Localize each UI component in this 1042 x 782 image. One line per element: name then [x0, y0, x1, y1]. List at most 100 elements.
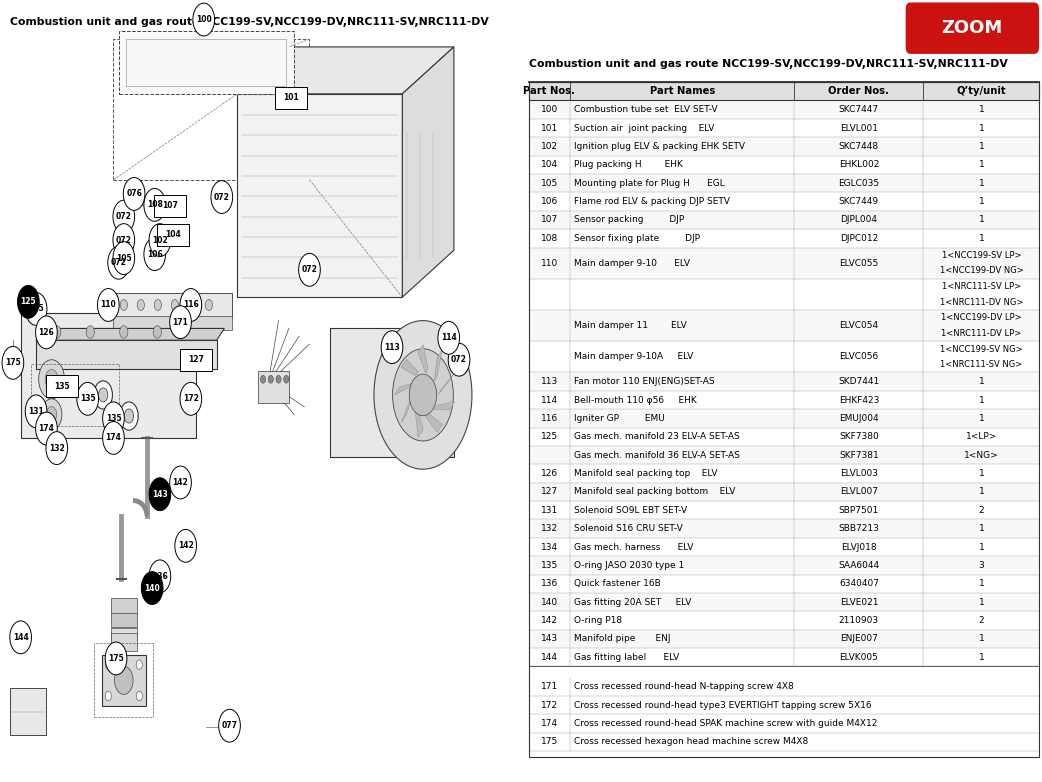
Text: 2110903: 2110903 [839, 616, 879, 625]
Circle shape [223, 721, 231, 734]
Polygon shape [238, 94, 402, 297]
Text: DJPC012: DJPC012 [840, 234, 878, 243]
Circle shape [144, 188, 166, 221]
Circle shape [120, 300, 127, 310]
FancyBboxPatch shape [528, 556, 1040, 575]
Text: 171: 171 [541, 682, 559, 691]
Text: 126: 126 [39, 328, 54, 337]
Text: Manifold seal packing top    ELV: Manifold seal packing top ELV [574, 469, 718, 478]
FancyBboxPatch shape [528, 341, 1040, 372]
Circle shape [144, 238, 166, 271]
Text: 107: 107 [163, 201, 178, 210]
Text: 110: 110 [100, 300, 117, 310]
Circle shape [438, 321, 460, 354]
FancyBboxPatch shape [528, 310, 1040, 341]
Text: 125: 125 [21, 297, 36, 307]
Text: 135: 135 [541, 561, 559, 570]
Text: 1: 1 [978, 377, 985, 386]
Polygon shape [401, 360, 418, 375]
Polygon shape [110, 598, 137, 614]
Text: 135: 135 [105, 414, 121, 423]
Circle shape [107, 246, 129, 279]
Text: 108: 108 [541, 234, 559, 243]
Text: Gas mech. manifold 36 ELV-A SET-AS: Gas mech. manifold 36 ELV-A SET-AS [574, 450, 740, 460]
Circle shape [124, 409, 133, 423]
Circle shape [299, 253, 320, 286]
Text: 172: 172 [183, 394, 199, 404]
Text: Gas mech. manifold 23 ELV-A SET-AS: Gas mech. manifold 23 ELV-A SET-AS [574, 432, 740, 441]
Polygon shape [119, 31, 294, 94]
FancyBboxPatch shape [528, 482, 1040, 501]
Text: 140: 140 [541, 597, 557, 607]
Text: 1: 1 [978, 653, 985, 662]
Polygon shape [402, 47, 454, 297]
Circle shape [171, 300, 178, 310]
Text: SKF7380: SKF7380 [839, 432, 878, 441]
Circle shape [18, 285, 40, 318]
Text: Cross recessed hexagon head machine screw M4X8: Cross recessed hexagon head machine scre… [574, 737, 809, 746]
Text: Part Nos.: Part Nos. [523, 86, 575, 96]
Text: 144: 144 [541, 653, 557, 662]
FancyBboxPatch shape [528, 519, 1040, 538]
Text: 102: 102 [152, 235, 168, 245]
FancyBboxPatch shape [528, 192, 1040, 210]
Polygon shape [257, 371, 289, 403]
FancyBboxPatch shape [528, 648, 1040, 666]
Text: 1<NCC199-SV NG>: 1<NCC199-SV NG> [940, 345, 1022, 353]
FancyBboxPatch shape [528, 278, 1040, 310]
Text: 072: 072 [214, 192, 229, 202]
FancyBboxPatch shape [528, 372, 1040, 391]
Circle shape [52, 326, 60, 338]
Text: 174: 174 [541, 719, 557, 728]
Text: 2: 2 [978, 506, 985, 515]
Text: Solenoid S16 CRU SET-V: Solenoid S16 CRU SET-V [574, 524, 683, 533]
Text: 1<NCC199-DV LP>: 1<NCC199-DV LP> [941, 314, 1022, 322]
Circle shape [113, 224, 134, 256]
Polygon shape [114, 293, 232, 317]
Text: 132: 132 [49, 443, 65, 453]
Text: 143: 143 [541, 634, 557, 644]
Text: 1: 1 [978, 396, 985, 404]
Text: 1<NRC111-SV NG>: 1<NRC111-SV NG> [940, 361, 1022, 369]
Text: 1: 1 [978, 197, 985, 206]
Circle shape [137, 691, 143, 701]
Text: 105: 105 [541, 178, 559, 188]
Text: 1: 1 [978, 160, 985, 170]
Text: SAA6044: SAA6044 [839, 561, 879, 570]
Text: ELVC056: ELVC056 [839, 353, 878, 361]
Text: ELVL007: ELVL007 [840, 487, 878, 497]
Text: Cross recessed round-head SPAK machine screw with guide M4X12: Cross recessed round-head SPAK machine s… [574, 719, 877, 728]
Circle shape [219, 709, 241, 742]
FancyBboxPatch shape [528, 409, 1040, 428]
Text: O-ring JASO 2030 type 1: O-ring JASO 2030 type 1 [574, 561, 685, 570]
Text: ELVJ018: ELVJ018 [841, 543, 876, 551]
FancyBboxPatch shape [907, 3, 1039, 53]
Circle shape [189, 300, 196, 310]
Text: Sensor packing         DJP: Sensor packing DJP [574, 215, 685, 224]
Text: 175: 175 [108, 654, 124, 663]
Circle shape [393, 349, 453, 441]
Text: 072: 072 [110, 258, 126, 267]
Text: 102: 102 [541, 142, 557, 151]
Polygon shape [114, 316, 232, 330]
Text: 114: 114 [541, 396, 557, 404]
Circle shape [98, 289, 119, 321]
FancyBboxPatch shape [528, 612, 1040, 630]
Text: 1<NCC199-SV LP>: 1<NCC199-SV LP> [942, 251, 1021, 260]
Circle shape [45, 369, 58, 389]
Text: Gas fitting 20A SET     ELV: Gas fitting 20A SET ELV [574, 597, 692, 607]
Text: 104: 104 [541, 160, 557, 170]
FancyBboxPatch shape [46, 375, 78, 397]
Text: Main damper 9-10A     ELV: Main damper 9-10A ELV [574, 353, 693, 361]
Text: SKC7448: SKC7448 [839, 142, 879, 151]
Text: 142: 142 [178, 541, 194, 551]
FancyBboxPatch shape [528, 137, 1040, 156]
Text: 172: 172 [541, 701, 557, 709]
Circle shape [142, 572, 163, 604]
Circle shape [46, 432, 68, 465]
Text: Sensor fixing plate         DJP: Sensor fixing plate DJP [574, 234, 700, 243]
Text: 174: 174 [105, 433, 122, 443]
Text: 072: 072 [116, 235, 131, 245]
Text: 1<NG>: 1<NG> [964, 450, 999, 460]
FancyBboxPatch shape [528, 100, 1040, 119]
